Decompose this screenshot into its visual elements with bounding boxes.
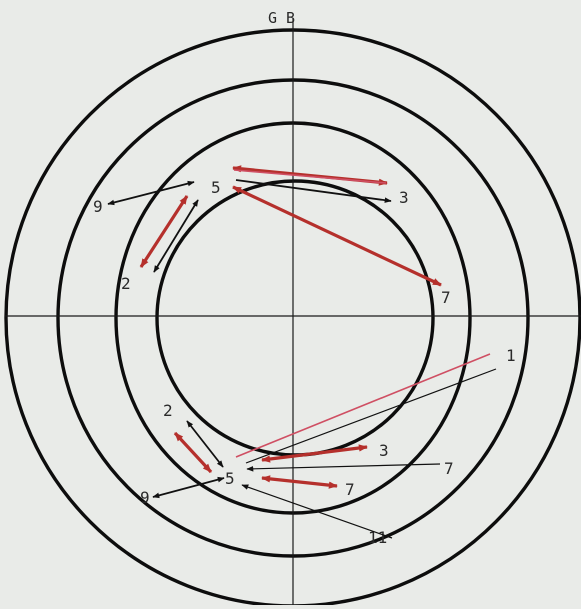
label-upper-seven: 7 [441, 288, 451, 307]
label-lower-three: 3 [379, 441, 389, 460]
line-one-black [245, 368, 497, 464]
label-upper-five: 5 [211, 178, 221, 197]
label-upper-three: 3 [399, 188, 409, 207]
label-lower-seven: 7 [345, 480, 355, 499]
label-lower-eleven: 11 [368, 528, 387, 547]
line-one-pink [235, 353, 491, 458]
top-label: G B [268, 9, 295, 27]
arrow-lower-three-red [261, 444, 368, 463]
inner-ring [155, 179, 435, 457]
label-lower-seven-right: 7 [444, 459, 454, 478]
arrow-lower-seven-red [261, 475, 338, 489]
arrow-lower-two-red [173, 431, 213, 474]
arrow-upper-five-seven-red [232, 185, 442, 287]
label-upper-nine: 9 [93, 197, 103, 216]
label-right-one: 1 [506, 346, 516, 365]
arrow-lower-seven-right [246, 463, 441, 472]
line-upper-five-three-pink [233, 169, 387, 184]
arrow-upper-two-black [153, 199, 199, 273]
label-upper-two: 2 [121, 274, 131, 293]
label-lower-five: 5 [225, 469, 235, 488]
label-lower-two: 2 [163, 401, 173, 420]
arrow-lower-two-black [186, 420, 224, 468]
arrow-upper-nine-five [107, 180, 195, 206]
arrow-lower-nine [152, 476, 225, 499]
label-lower-nine: 9 [140, 488, 150, 507]
arrow-lower-eleven [241, 484, 393, 539]
